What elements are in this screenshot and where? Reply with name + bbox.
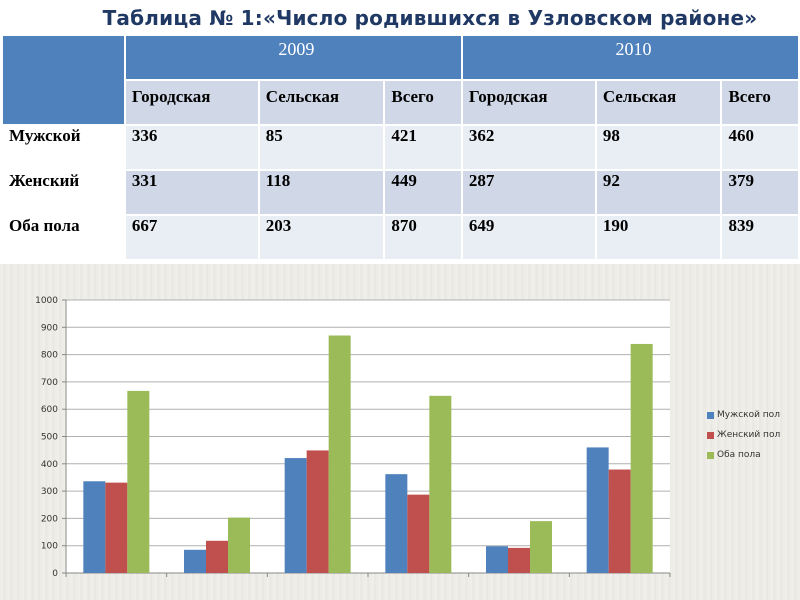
table-cell: 362 — [462, 126, 595, 169]
y-tick-label: 300 — [41, 487, 58, 497]
legend-label: Оба пола — [717, 450, 761, 460]
table-corner-cell — [3, 36, 124, 124]
table-cell: 85 — [259, 126, 384, 169]
y-tick-label: 200 — [41, 514, 58, 524]
table-cell: 331 — [125, 171, 258, 214]
subheader-rural: Сельская — [596, 81, 721, 124]
bar — [608, 469, 631, 573]
legend-item: Оба пола — [707, 445, 780, 465]
bar — [228, 517, 250, 573]
subheader-total: Всего — [722, 81, 798, 124]
y-tick-label: 600 — [41, 405, 58, 415]
table-cell: 92 — [596, 171, 721, 214]
bar — [407, 494, 430, 573]
table-cell: 98 — [596, 126, 721, 169]
year-header-2009: 2009 — [125, 36, 461, 79]
table-cell: 203 — [259, 216, 384, 259]
births-table: 2009 2010 Городская Сельская Всего Город… — [1, 34, 800, 261]
subheader-rural: Сельская — [259, 81, 384, 124]
page-title: Таблица № 1:«Число родившихся в Узловско… — [102, 6, 758, 30]
legend-item: Женский пол — [707, 425, 780, 445]
y-tick-label: 0 — [52, 569, 58, 579]
table-row: Оба пола 667 203 870 649 190 839 — [3, 216, 798, 259]
legend-swatch-both — [707, 451, 714, 459]
table-cell: 460 — [722, 126, 798, 169]
table-row: Женский 331 118 449 287 92 379 — [3, 171, 798, 214]
subheader-total: Всего — [385, 81, 461, 124]
bar — [184, 549, 206, 573]
y-tick-label: 800 — [41, 351, 58, 361]
table-cell: 190 — [596, 216, 721, 259]
legend-swatch-male — [707, 411, 714, 419]
table-cell: 336 — [125, 126, 258, 169]
bar — [508, 547, 530, 573]
legend-swatch-female — [707, 431, 714, 439]
row-label: Мужской — [3, 126, 124, 169]
table-cell: 667 — [125, 216, 258, 259]
table-cell: 421 — [385, 126, 461, 169]
table-cell: 118 — [259, 171, 384, 214]
y-tick-label: 500 — [41, 433, 58, 443]
table-cell: 870 — [385, 216, 461, 259]
table-cell: 287 — [462, 171, 595, 214]
row-label: Оба пола — [3, 216, 124, 259]
chart-legend: Мужской пол Женский пол Оба пола — [707, 405, 780, 465]
y-tick-label: 400 — [41, 460, 58, 470]
legend-label: Мужской пол — [717, 410, 780, 420]
bar — [306, 450, 329, 573]
table-row: Мужской 336 85 421 362 98 460 — [3, 126, 798, 169]
y-tick-label: 900 — [41, 323, 58, 333]
table-cell: 379 — [722, 171, 798, 214]
y-tick-label: 1000 — [35, 296, 58, 306]
y-tick-label: 700 — [41, 378, 58, 388]
bar — [486, 546, 508, 573]
legend-item: Мужской пол — [707, 405, 780, 425]
bar — [206, 540, 228, 573]
table-cell: 649 — [462, 216, 595, 259]
row-label: Женский — [3, 171, 124, 214]
subheader-urban: Городская — [462, 81, 595, 124]
legend-label: Женский пол — [717, 430, 781, 440]
bar — [328, 335, 351, 573]
bar — [530, 521, 552, 573]
bar — [83, 481, 106, 573]
table-cell: 449 — [385, 171, 461, 214]
year-header-2010: 2010 — [462, 36, 798, 79]
y-tick-label: 100 — [41, 542, 58, 552]
bar — [105, 482, 128, 573]
subheader-urban: Городская — [125, 81, 258, 124]
bar — [127, 390, 150, 573]
bar — [385, 474, 408, 573]
bar — [630, 343, 653, 573]
table-cell: 839 — [722, 216, 798, 259]
bar — [284, 458, 307, 573]
bar — [586, 447, 609, 573]
bar — [429, 395, 452, 573]
